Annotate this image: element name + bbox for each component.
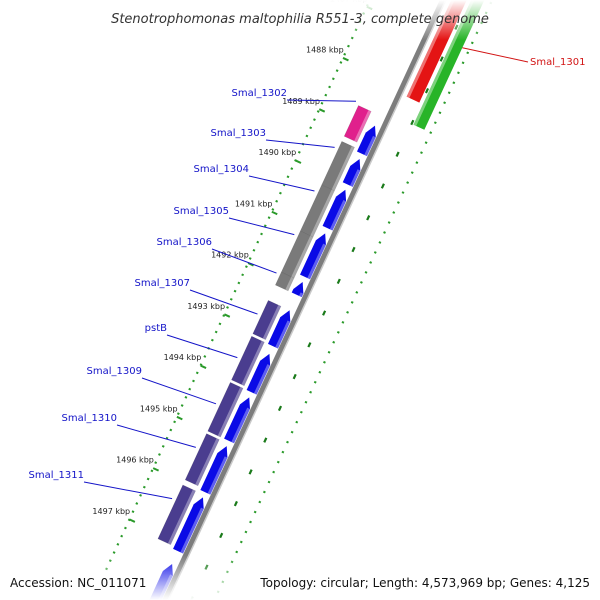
tick-mark bbox=[271, 210, 278, 216]
gene-bar-smal-1303-highlight[interactable] bbox=[331, 146, 355, 191]
blue-forward-arrow-bevel bbox=[180, 507, 204, 554]
leader-line-smal-1301 bbox=[462, 47, 529, 63]
gene-bar-smal-1302[interactable] bbox=[343, 105, 372, 143]
backbone-highlight bbox=[167, 0, 447, 600]
gene-bar-pstb[interactable] bbox=[231, 335, 265, 387]
blue-forward-arrow-bevel bbox=[207, 456, 228, 495]
blue-forward-arrow[interactable] bbox=[342, 158, 361, 187]
leader-line-smal-1306 bbox=[211, 248, 277, 274]
leader-line-pstb bbox=[166, 334, 238, 359]
blue-forward-arrow[interactable] bbox=[322, 189, 347, 231]
gene-bar-smal-1310-highlight[interactable] bbox=[195, 438, 220, 486]
tick-mark bbox=[247, 262, 254, 267]
blue-forward-arrow[interactable] bbox=[300, 233, 326, 280]
gene-label-smal-1306[interactable]: Smal_1306 bbox=[157, 237, 212, 248]
tick-mark bbox=[295, 159, 302, 164]
blue-forward-arrow[interactable] bbox=[356, 125, 376, 157]
tick-mark bbox=[318, 108, 326, 113]
gene-bar-smal-1302-highlight[interactable] bbox=[354, 110, 372, 143]
tick-label: 1497 kbp bbox=[92, 507, 130, 516]
blue-forward-arrow-bevel bbox=[231, 407, 250, 444]
right-dashed-track bbox=[190, 0, 471, 600]
blue-forward-arrow-bevel bbox=[364, 135, 376, 157]
map-title: Stenotrophomonas maltophilia R551-3, com… bbox=[111, 12, 489, 27]
gene-bar-smal-1307-highlight[interactable] bbox=[262, 304, 281, 340]
blue-forward-arrow[interactable] bbox=[224, 397, 250, 444]
leader-line-smal-1303 bbox=[265, 139, 335, 148]
gene-bar-smal-1307[interactable] bbox=[252, 299, 282, 340]
blue-forward-arrow[interactable] bbox=[246, 353, 271, 395]
gene-bar-smal-1306-highlight[interactable] bbox=[285, 276, 295, 291]
gene-label-smal-1310[interactable]: Smal_1310 bbox=[62, 413, 117, 424]
top-fade bbox=[0, 0, 600, 40]
gene-bar-smal-1304[interactable] bbox=[299, 184, 335, 238]
gene-label-smal-1311[interactable]: Smal_1311 bbox=[29, 470, 84, 481]
gene-label-smal-1307[interactable]: Smal_1307 bbox=[135, 278, 190, 289]
gene-label-smal-1303[interactable]: Smal_1303 bbox=[211, 128, 266, 139]
gene-bar-smal-1311[interactable] bbox=[157, 484, 196, 546]
gene-label-smal-1304[interactable]: Smal_1304 bbox=[194, 164, 249, 175]
gene-bar-smal-1310[interactable] bbox=[184, 433, 220, 487]
gene-bar-smal-1309[interactable] bbox=[207, 382, 244, 438]
tick-label: 1491 kbp bbox=[235, 199, 273, 208]
blue-forward-arrow-bevel bbox=[307, 243, 326, 280]
tick-label: 1494 kbp bbox=[164, 353, 202, 362]
leader-line-smal-1305 bbox=[228, 217, 295, 236]
gene-label-smal-1301[interactable]: Smal_1301 bbox=[530, 57, 585, 68]
tick-label: 1490 kbp bbox=[259, 148, 297, 157]
blue-forward-arrow[interactable] bbox=[200, 446, 228, 495]
tick-mark bbox=[152, 467, 160, 472]
leader-line-smal-1302 bbox=[286, 99, 357, 102]
blue-forward-arrow-bevel bbox=[349, 169, 361, 187]
leader-line-smal-1309 bbox=[141, 377, 217, 405]
gene-bar-smal-1304-highlight[interactable] bbox=[310, 189, 335, 238]
tick-mark bbox=[176, 415, 183, 421]
blue-forward-arrow-bevel bbox=[329, 200, 347, 231]
tick-label: 1496 kbp bbox=[116, 456, 154, 465]
tick-mark bbox=[223, 313, 231, 318]
tick-label: 1493 kbp bbox=[187, 302, 225, 311]
blue-forward-arrow-bevel bbox=[253, 364, 271, 395]
gene-bar-smal-1306[interactable] bbox=[274, 271, 295, 292]
accession-text: Accession: NC_011071 bbox=[10, 576, 147, 590]
tick-label: 1495 kbp bbox=[140, 404, 178, 413]
gene-bar-smal-1309-highlight[interactable] bbox=[217, 387, 244, 437]
leader-line-smal-1307 bbox=[189, 289, 258, 315]
gene-label-smal-1305[interactable]: Smal_1305 bbox=[174, 206, 229, 217]
bottom-fade bbox=[0, 555, 600, 600]
gene-label-smal-1309[interactable]: Smal_1309 bbox=[87, 366, 142, 377]
gene-label-pstb[interactable]: pstB bbox=[145, 323, 167, 334]
topology-text: Topology: circular; Length: 4,573,969 bp… bbox=[260, 576, 590, 590]
tracks-layer bbox=[104, 0, 493, 600]
blue-forward-arrow[interactable] bbox=[173, 497, 204, 554]
tick-label: 1488 kbp bbox=[306, 46, 344, 55]
blue-forward-arrow[interactable] bbox=[291, 282, 304, 298]
tick-mark bbox=[200, 364, 207, 369]
backbone-line bbox=[162, 0, 446, 600]
gene-bar-smal-1311-highlight[interactable] bbox=[167, 489, 196, 545]
blue-forward-arrow-bevel bbox=[298, 292, 304, 298]
blue-forward-arrow[interactable] bbox=[267, 310, 291, 349]
tick-label: 1489 kbp bbox=[282, 97, 320, 106]
gene-bar-pstb-highlight[interactable] bbox=[241, 340, 265, 386]
blue-forward-arrow-bevel bbox=[275, 320, 291, 349]
tick-mark bbox=[342, 57, 349, 62]
leader-line-smal-1304 bbox=[248, 175, 315, 192]
gene-label-smal-1302[interactable]: Smal_1302 bbox=[232, 88, 287, 99]
gene-bar-smal-1305-highlight[interactable] bbox=[291, 235, 314, 279]
tick-mark bbox=[129, 518, 136, 523]
leader-line-smal-1311 bbox=[83, 481, 173, 500]
genes-layer bbox=[149, 0, 485, 600]
leader-line-smal-1310 bbox=[116, 424, 196, 448]
tick-label: 1492 kbp bbox=[211, 251, 249, 260]
